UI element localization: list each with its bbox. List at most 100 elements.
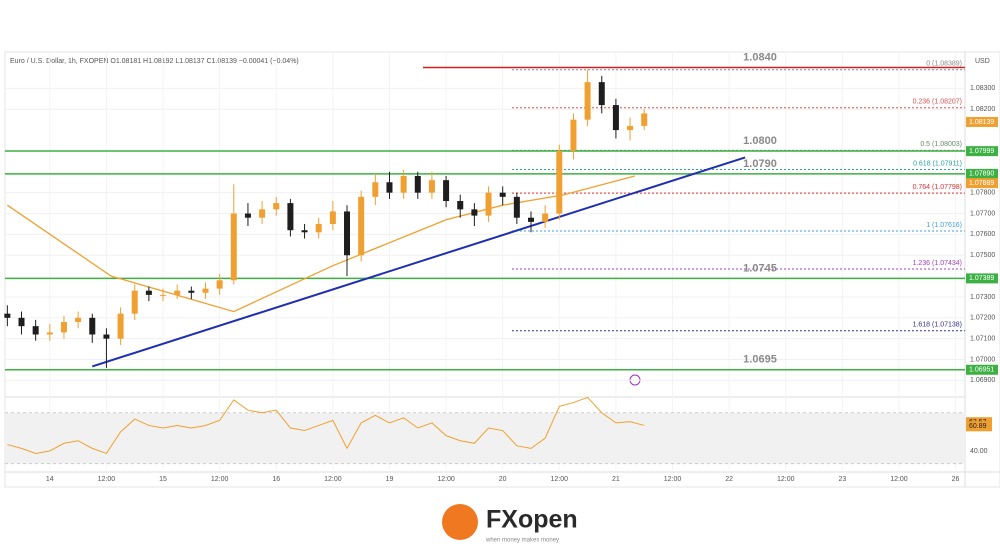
- candle-body: [103, 334, 110, 339]
- candle-body: [485, 192, 492, 216]
- y-tick-label: 1.06900: [970, 377, 995, 384]
- candle-body: [556, 150, 563, 214]
- candle-body: [542, 213, 549, 222]
- candle-body: [174, 290, 181, 295]
- y-tick-label: 1.07600: [970, 231, 995, 238]
- candle-body: [46, 332, 53, 335]
- price-badge: [966, 116, 998, 127]
- candle-body: [570, 119, 577, 151]
- candle-body: [344, 211, 351, 256]
- x-tick-label: 12:00: [98, 476, 116, 483]
- x-tick-label: 22: [725, 476, 733, 483]
- moving-average: [6, 175, 635, 313]
- candle-body: [75, 317, 82, 322]
- candle-body: [471, 209, 478, 216]
- y-tick-label: 1.08200: [970, 106, 995, 113]
- candle-body: [244, 213, 251, 218]
- x-tick-label: 12:00: [211, 476, 229, 483]
- y-tick-label: 1.07100: [970, 336, 995, 343]
- level-label: 1.0790: [743, 158, 777, 170]
- logo: FXopen when money makes money: [442, 504, 578, 544]
- candle-body: [443, 180, 450, 202]
- x-tick-label: 14: [46, 476, 54, 483]
- candle-body: [400, 175, 407, 193]
- candle-body: [188, 290, 195, 293]
- level-label: 1.0840: [743, 51, 777, 63]
- x-tick-label: 12:00: [890, 476, 908, 483]
- rsi-badge: [966, 421, 992, 432]
- candle-body: [315, 223, 322, 233]
- candle-body: [60, 321, 67, 333]
- candle-body: [117, 313, 124, 339]
- candle-body: [4, 313, 11, 318]
- candle-body: [160, 294, 167, 296]
- x-tick-label: 12:00: [551, 476, 569, 483]
- fib-label: 0.618 (1.07911): [913, 160, 962, 167]
- price-badge: [966, 273, 998, 284]
- fib-label: 1.618 (1.07138): [913, 322, 962, 329]
- chart-title: Euro / U.S. Dollar, 1h, FXOPEN O1.08181 …: [10, 58, 299, 65]
- candle-body: [627, 125, 634, 131]
- x-tick-label: 21: [612, 476, 620, 483]
- trendline: [91, 156, 746, 368]
- price-badge-label: 1.08139: [969, 119, 994, 126]
- candle-body: [499, 192, 506, 197]
- rsi-tick-label: 40.00: [970, 448, 988, 455]
- y-tick-label: 1.07200: [970, 315, 995, 322]
- price-badge-label: 1.07389: [969, 275, 994, 282]
- x-tick-label: 26: [952, 476, 960, 483]
- level-label: 1.0800: [743, 135, 777, 147]
- fib-label: 1.236 (1.07434): [913, 260, 962, 267]
- price-badge-label: 1.06951: [969, 367, 994, 374]
- candle-body: [358, 196, 365, 256]
- rsi-line: [7, 396, 645, 455]
- candle-body: [145, 290, 152, 295]
- level-label: 1.0695: [743, 354, 777, 366]
- fib-label: 1 (1.07616): [926, 222, 962, 229]
- fib-label: 0.764 (1.07798): [913, 184, 962, 191]
- y-tick-label: 1.07700: [970, 210, 995, 217]
- candle-body: [216, 280, 223, 289]
- y-tick-label: 1.07300: [970, 294, 995, 301]
- fib-label: 0.5 (1.08003): [920, 141, 962, 148]
- candle-body: [414, 175, 421, 193]
- x-tick-label: 20: [499, 476, 507, 483]
- rsi-badge-label: 60.89: [969, 423, 987, 430]
- x-tick-label: 15: [159, 476, 167, 483]
- candle-body: [428, 180, 435, 193]
- candle-body: [527, 217, 534, 222]
- candle-body: [202, 288, 209, 293]
- candle-body: [513, 196, 520, 218]
- candle-body: [329, 211, 336, 224]
- price-badge-label: 1.07889: [969, 180, 994, 187]
- x-tick-label: 12:00: [437, 476, 455, 483]
- x-tick-label: 19: [386, 476, 394, 483]
- candle-body: [612, 105, 619, 131]
- candle-body: [386, 182, 393, 193]
- candle-body: [641, 113, 648, 126]
- rsi-band: [5, 412, 965, 464]
- logo-icon: [442, 504, 478, 540]
- x-tick-label: 23: [838, 476, 846, 483]
- candle-body: [131, 290, 138, 314]
- y-tick-label: 1.07000: [970, 356, 995, 363]
- price-badge-label: 1.07890: [969, 171, 994, 178]
- price-badge: [966, 168, 998, 179]
- candle-body: [259, 209, 266, 218]
- candle-body: [372, 182, 379, 197]
- price-badge: [966, 364, 998, 375]
- candle-body: [89, 317, 96, 335]
- candle-body: [287, 203, 294, 231]
- x-tick-label: 12:00: [324, 476, 342, 483]
- candle-body: [584, 82, 591, 120]
- candle-body: [301, 230, 308, 233]
- price-badge: [966, 146, 998, 157]
- candle-body: [18, 317, 25, 327]
- fib-label: 0 (1.08389): [926, 61, 962, 68]
- price-badge: [966, 178, 998, 189]
- currency-label: USD: [975, 58, 990, 65]
- x-tick-label: 12:00: [777, 476, 795, 483]
- x-tick-label: 12:00: [664, 476, 682, 483]
- y-tick-label: 1.08300: [970, 85, 995, 92]
